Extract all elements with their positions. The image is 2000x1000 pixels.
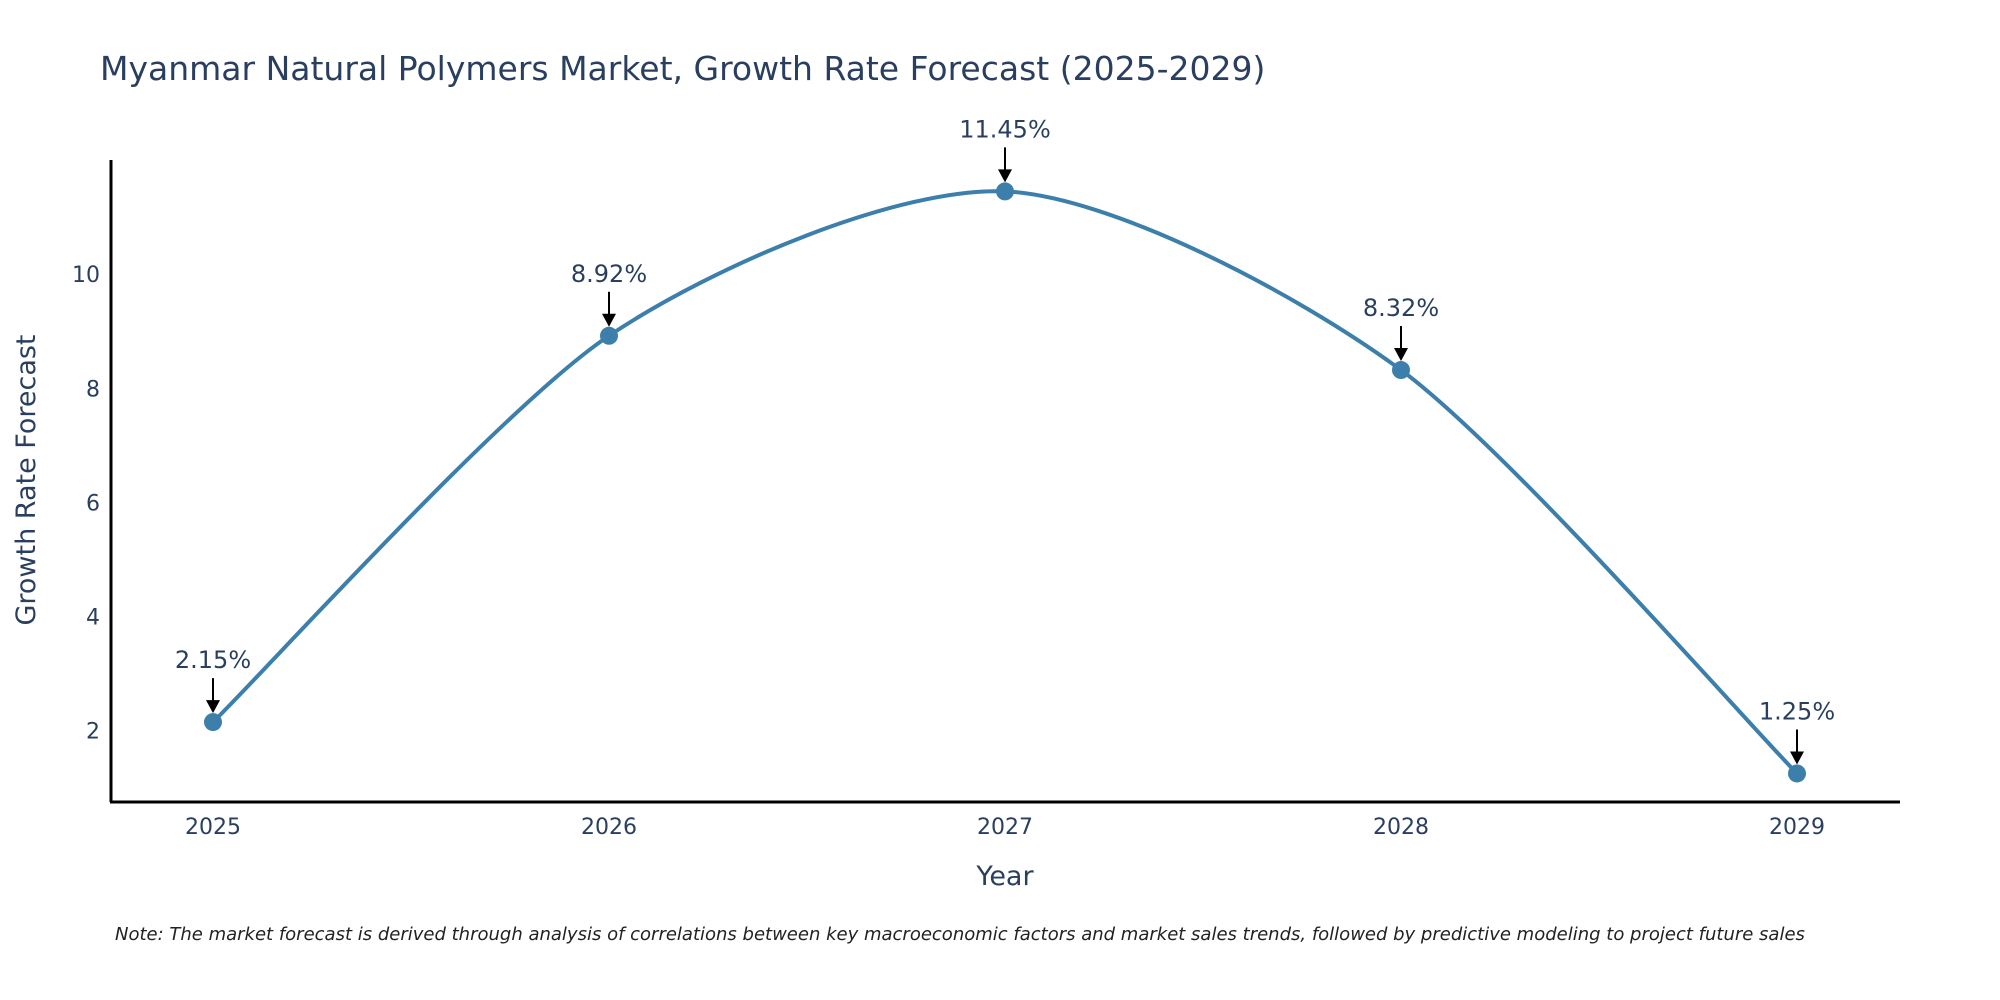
annotation-arrow-head xyxy=(1790,751,1804,765)
x-tick-label: 2029 xyxy=(1769,815,1825,840)
x-tick-labels: 2025 2026 2027 2028 2029 xyxy=(185,815,1825,840)
y-tick-label: 4 xyxy=(86,606,100,631)
x-tick-label: 2026 xyxy=(581,815,637,840)
data-point xyxy=(204,713,222,732)
data-label: 11.45% xyxy=(959,115,1051,143)
data-point xyxy=(1788,764,1806,783)
data-label: 1.25% xyxy=(1759,697,1835,725)
y-tick-label: 8 xyxy=(86,377,100,402)
data-label: 8.32% xyxy=(1363,294,1439,322)
x-axis-title: Year xyxy=(975,861,1034,892)
x-tick-label: 2027 xyxy=(977,815,1033,840)
data-point xyxy=(1392,361,1410,380)
annotation-arrow-head xyxy=(206,700,220,714)
y-tick-labels: 2 4 6 8 10 xyxy=(72,263,100,745)
data-point xyxy=(996,182,1014,201)
data-annotations: 2.15% 8.92% 11.45% 8.32% 1.25% xyxy=(175,115,1835,765)
chart-title: Myanmar Natural Polymers Market, Growth … xyxy=(100,49,1265,88)
footnote: Note: The market forecast is derived thr… xyxy=(115,924,1805,945)
annotation-arrow-head xyxy=(602,313,616,327)
y-tick-label: 6 xyxy=(86,491,100,516)
data-label: 8.92% xyxy=(571,260,647,288)
data-points xyxy=(204,182,1806,783)
annotation-arrow-head xyxy=(998,169,1012,183)
y-tick-label: 10 xyxy=(72,263,100,288)
y-axis-title: Growth Rate Forecast xyxy=(11,334,42,625)
y-tick-label: 2 xyxy=(86,720,100,745)
data-label: 2.15% xyxy=(175,646,251,674)
data-point xyxy=(600,326,618,345)
x-tick-label: 2028 xyxy=(1373,815,1429,840)
x-tick-label: 2025 xyxy=(185,815,241,840)
series-line xyxy=(211,189,1799,775)
annotation-arrow-head xyxy=(1394,348,1408,362)
